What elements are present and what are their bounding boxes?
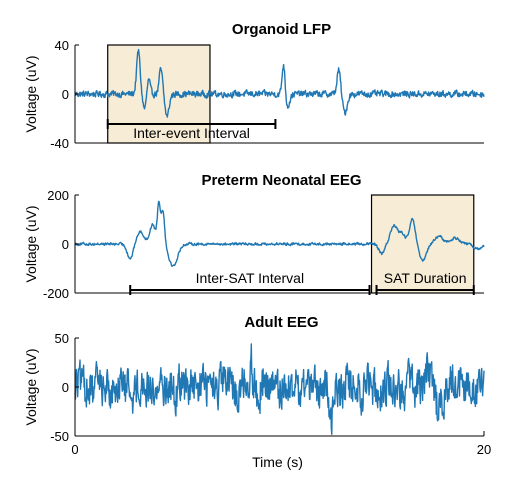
y-tick-label: -200 (43, 286, 69, 301)
chart-title: Organoid LFP (232, 21, 331, 38)
series-line (74, 200, 485, 267)
series-line (74, 343, 485, 435)
chart-title: Adult EEG (244, 314, 318, 331)
y-tick-label: 200 (47, 188, 69, 203)
y-tick-label: 0 (62, 87, 69, 102)
y-tick-label: 40 (55, 38, 69, 53)
y-axis-label: Voltage (uV) (23, 348, 39, 425)
y-axis-label: Voltage (uV) (23, 205, 39, 282)
y-tick-label: 50 (55, 331, 69, 346)
y-tick-label: -40 (50, 136, 69, 151)
x-tick-label: 20 (477, 442, 491, 457)
chart-title: Preterm Neonatal EEG (201, 172, 361, 189)
interval-bracket (129, 285, 371, 295)
y-tick-label: 0 (62, 380, 69, 395)
interval-bracket (106, 119, 277, 129)
x-axis-label: Time (s) (252, 454, 303, 470)
x-tick-label: 0 (71, 442, 78, 457)
annotation-label: Inter-SAT Interval (196, 270, 304, 286)
interval-bracket (375, 285, 475, 295)
series-line (74, 48, 485, 118)
annotation-label: SAT Duration (384, 270, 467, 286)
y-tick-label: -50 (50, 429, 69, 444)
y-tick-label: 0 (62, 237, 69, 252)
panel-2: 200 0 -200 Preterm Neonatal EEG Voltage (uV)… (23, 172, 485, 301)
annotation-label: Inter-event Interval (133, 125, 250, 141)
panel-1: 40 0 -40 Organoid LFP Voltage (uV) Inter-even… (23, 21, 485, 151)
y-axis-label: Voltage (uV) (23, 55, 39, 132)
